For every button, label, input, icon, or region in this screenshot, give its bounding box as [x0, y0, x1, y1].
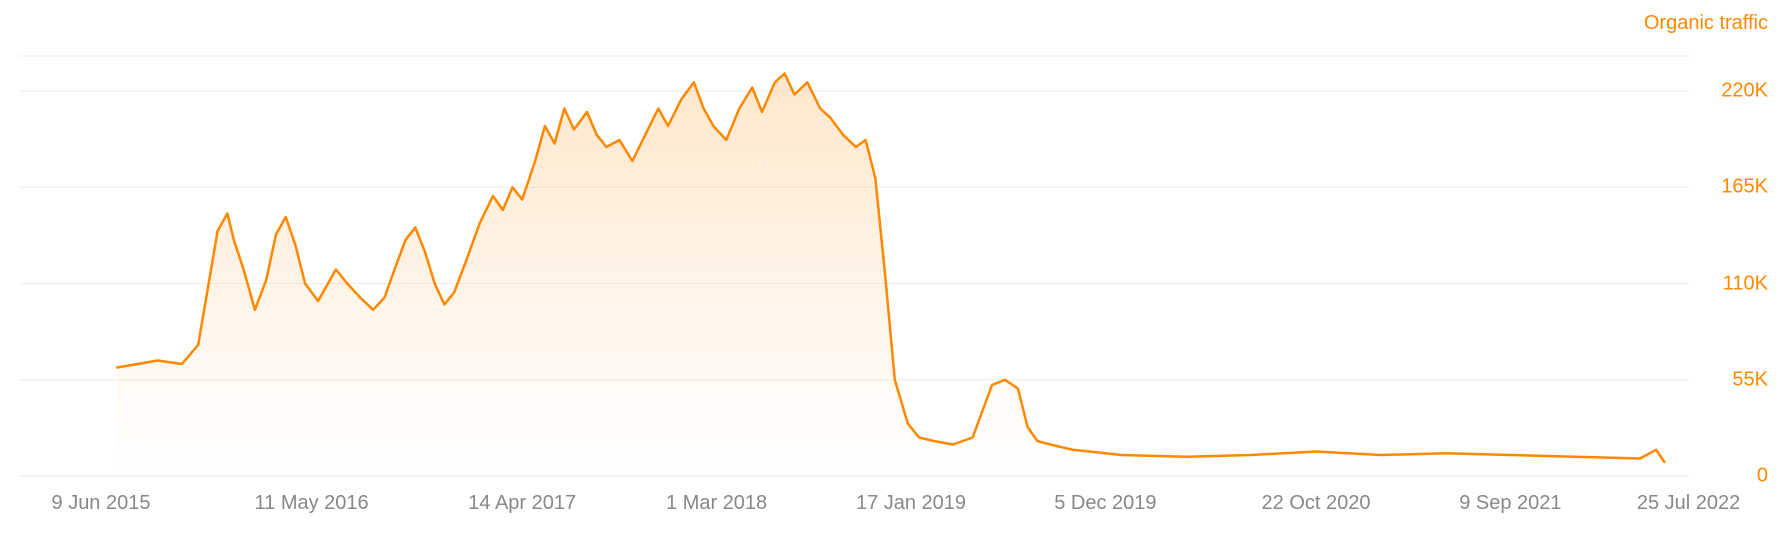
series-area [117, 74, 1664, 477]
x-tick-label: 25 Jul 2022 [1637, 492, 1740, 515]
chart-svg [0, 0, 1782, 554]
y-tick-label: 110K [1723, 272, 1768, 295]
y-tick-label: 165K [1721, 176, 1768, 199]
x-tick-label: 9 Jun 2015 [52, 492, 151, 515]
y-tick-label: 220K [1721, 80, 1768, 103]
x-tick-label: 5 Dec 2019 [1054, 492, 1156, 515]
x-tick-label: 9 Sep 2021 [1459, 492, 1561, 515]
series-label: Organic traffic [1644, 12, 1768, 35]
organic-traffic-chart: Organic traffic 0 55K 110K 165K 220K 9 Jun 2… [0, 0, 1782, 554]
x-tick-label: 22 Oct 2020 [1262, 492, 1371, 515]
y-tick-label: 0 [1757, 465, 1768, 488]
y-tick-label: 55K [1732, 368, 1768, 391]
x-tick-label: 17 Jan 2019 [856, 492, 966, 515]
x-tick-label: 1 Mar 2018 [666, 492, 767, 515]
x-tick-label: 11 May 2016 [255, 492, 369, 515]
x-tick-label: 14 Apr 2017 [468, 492, 576, 515]
